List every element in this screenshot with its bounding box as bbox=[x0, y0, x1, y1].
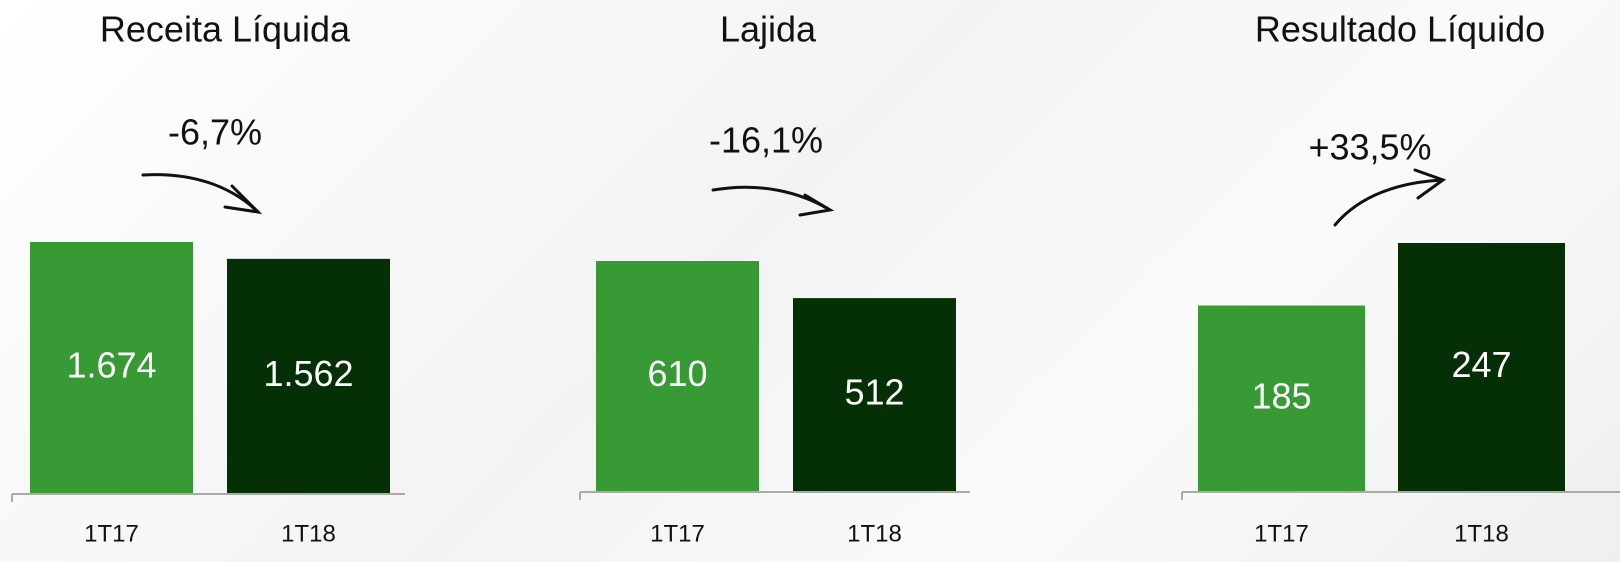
chart-title: Lajida bbox=[720, 9, 817, 50]
change-arrow bbox=[1333, 178, 1445, 227]
change-arrow-head bbox=[223, 184, 263, 215]
x-tick-label: 1T17 bbox=[84, 520, 139, 547]
value-label: 610 bbox=[647, 353, 707, 394]
chart-title: Resultado Líquido bbox=[1255, 9, 1545, 50]
value-label: 512 bbox=[844, 372, 904, 413]
value-label: 247 bbox=[1451, 344, 1511, 385]
chart-title: Receita Líquida bbox=[100, 9, 351, 50]
value-label: 1.562 bbox=[263, 353, 353, 394]
value-label: 185 bbox=[1251, 375, 1311, 416]
bar bbox=[1198, 305, 1365, 492]
change-arrow-head bbox=[798, 193, 835, 217]
value-label: 1.674 bbox=[66, 345, 156, 386]
bar bbox=[793, 298, 956, 492]
x-tick-label: 1T18 bbox=[1454, 520, 1509, 547]
x-tick-label: 1T18 bbox=[847, 520, 902, 547]
bar bbox=[227, 258, 390, 494]
x-tick-label: 1T17 bbox=[650, 520, 705, 547]
change-label: -6,7% bbox=[168, 112, 262, 153]
change-label: -16,1% bbox=[709, 120, 823, 161]
change-arrow-head bbox=[1413, 168, 1447, 200]
x-tick-label: 1T18 bbox=[281, 520, 336, 547]
x-tick-label: 1T17 bbox=[1254, 520, 1309, 547]
change-label: +33,5% bbox=[1308, 127, 1431, 168]
bar bbox=[1398, 243, 1565, 492]
bar bbox=[596, 261, 759, 492]
bar bbox=[30, 242, 193, 494]
